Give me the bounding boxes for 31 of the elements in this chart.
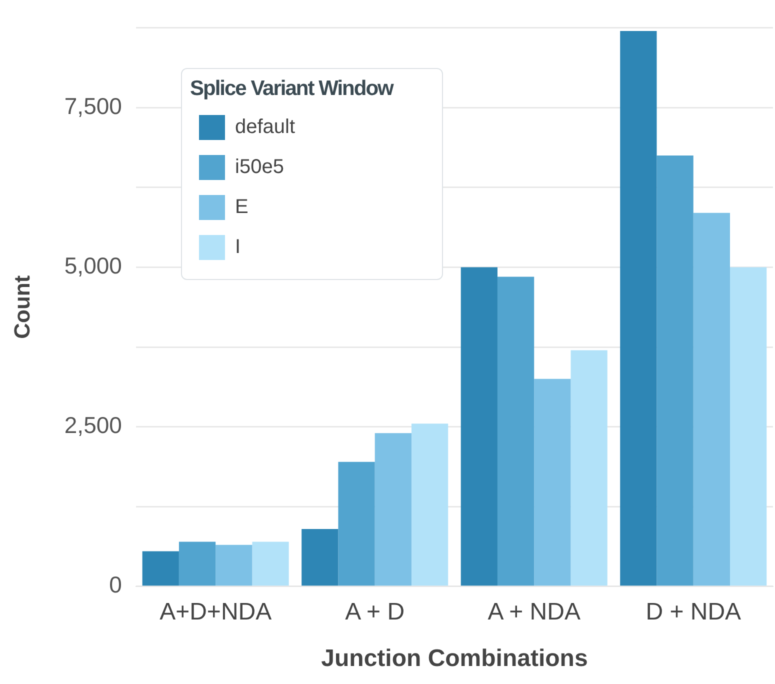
y-tick-label: 7,500 <box>64 92 122 119</box>
bar <box>656 155 694 586</box>
bar <box>534 378 571 586</box>
bar <box>374 433 412 586</box>
bar <box>730 267 767 586</box>
y-tick-label: 2,500 <box>64 412 122 438</box>
x-tick-label: A + NDA <box>488 598 580 626</box>
bar <box>497 276 534 586</box>
legend-label: i50e5 <box>235 156 284 178</box>
y-tick-label: 5,000 <box>64 252 122 279</box>
x-tick-label: A+D+NDA <box>160 598 272 626</box>
x-axis-title: Junction Combinations <box>321 645 588 672</box>
y-tick-label: 0 <box>109 572 122 598</box>
bar <box>411 424 448 586</box>
bar <box>142 551 179 586</box>
x-tick-label: D + NDA <box>646 598 742 626</box>
bar <box>252 542 289 586</box>
bar <box>302 528 338 586</box>
bar <box>178 542 216 586</box>
x-tick-label: A + D <box>345 598 405 626</box>
y-axis-title: Count <box>9 274 34 339</box>
bar <box>216 544 252 586</box>
bar <box>460 267 498 586</box>
bar <box>693 212 730 586</box>
bar <box>620 30 657 586</box>
legend-label: default <box>235 116 296 138</box>
bar <box>338 462 375 586</box>
legend-label: E <box>235 196 248 218</box>
legend-title: Splice Variant Window <box>190 77 394 101</box>
bar <box>570 350 608 586</box>
legend-label: I <box>235 236 241 258</box>
